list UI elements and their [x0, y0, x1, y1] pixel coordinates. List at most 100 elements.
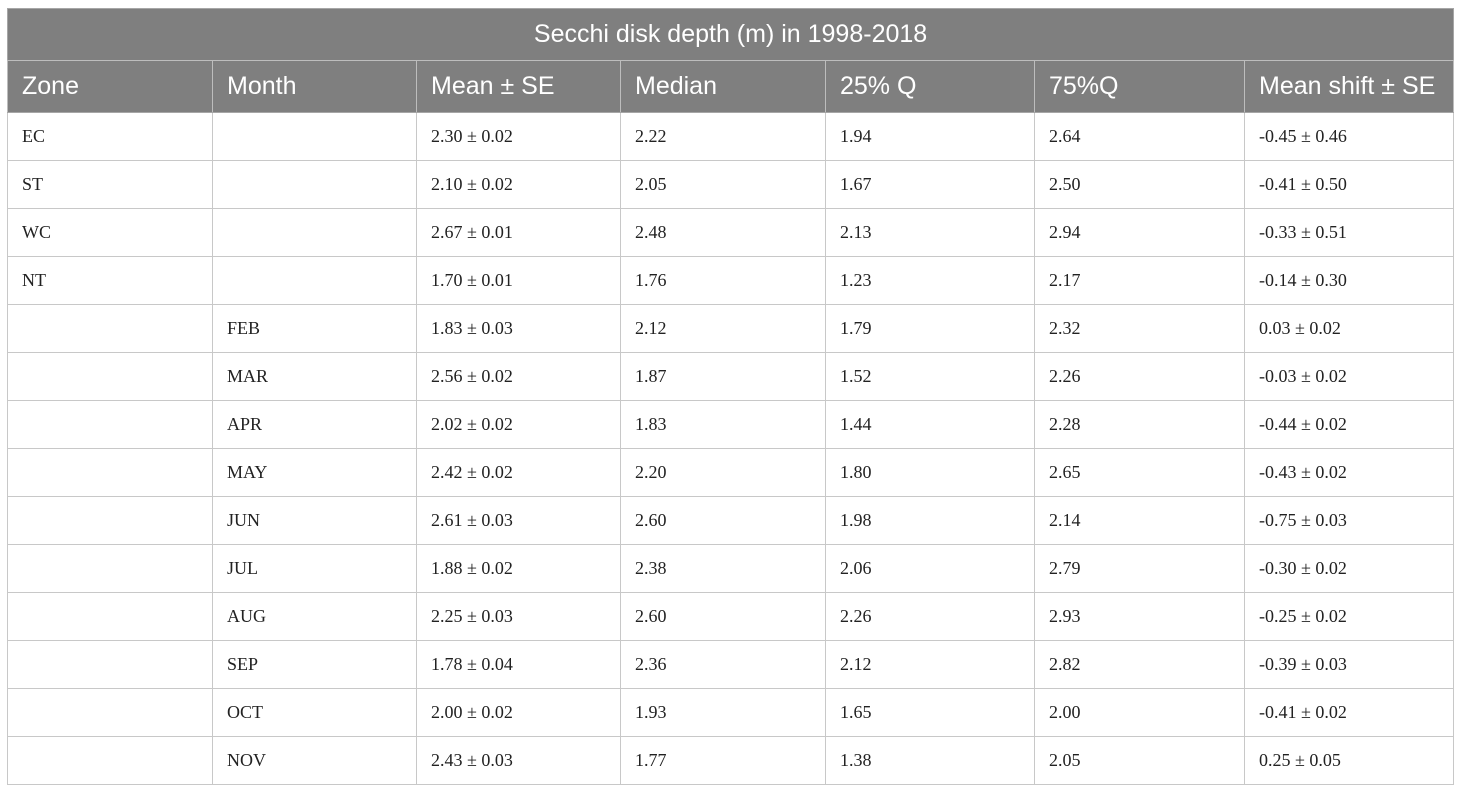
- cell-q75: 2.14: [1034, 496, 1245, 545]
- cell-month: JUL: [212, 544, 417, 593]
- cell-month: MAR: [212, 352, 417, 401]
- cell-q25: 2.13: [825, 208, 1035, 257]
- cell-zone: [7, 688, 213, 737]
- cell-month: SEP: [212, 640, 417, 689]
- cell-zone: [7, 736, 213, 785]
- table-row: APR 2.02 ± 0.02 1.83 1.44 2.28 -0.44 ± 0…: [7, 400, 1455, 449]
- cell-zone: [7, 640, 213, 689]
- table-row: JUN 2.61 ± 0.03 2.60 1.98 2.14 -0.75 ± 0…: [7, 496, 1455, 545]
- cell-q25: 2.06: [825, 544, 1035, 593]
- cell-month: MAY: [212, 448, 417, 497]
- cell-mean-se: 2.43 ± 0.03: [416, 736, 621, 785]
- data-table-container: Secchi disk depth (m) in 1998-2018 Zone …: [6, 8, 1455, 785]
- cell-median: 2.48: [620, 208, 826, 257]
- cell-q25: 1.44: [825, 400, 1035, 449]
- cell-mean-se: 2.61 ± 0.03: [416, 496, 621, 545]
- cell-median: 2.22: [620, 112, 826, 161]
- cell-mean-se: 2.42 ± 0.02: [416, 448, 621, 497]
- cell-mean-shift: -0.75 ± 0.03: [1243, 496, 1455, 545]
- cell-mean-se: 1.70 ± 0.01: [416, 256, 621, 305]
- cell-q75: 2.93: [1034, 592, 1245, 641]
- cell-q75: 2.28: [1034, 400, 1245, 449]
- cell-median: 1.87: [620, 352, 826, 401]
- cell-median: 1.76: [620, 256, 826, 305]
- cell-mean-shift: 0.25 ± 0.05: [1243, 736, 1455, 785]
- cell-mean-se: 1.78 ± 0.04: [416, 640, 621, 689]
- cell-q25: 2.26: [825, 592, 1035, 641]
- table-row: WC 2.67 ± 0.01 2.48 2.13 2.94 -0.33 ± 0.…: [7, 208, 1455, 257]
- cell-mean-shift: -0.41 ± 0.02: [1243, 688, 1455, 737]
- cell-median: 2.60: [620, 496, 826, 545]
- table-row: OCT 2.00 ± 0.02 1.93 1.65 2.00 -0.41 ± 0…: [7, 688, 1455, 737]
- cell-q75: 2.65: [1034, 448, 1245, 497]
- cell-zone: ST: [7, 160, 213, 209]
- table-row: EC 2.30 ± 0.02 2.22 1.94 2.64 -0.45 ± 0.…: [7, 112, 1455, 161]
- cell-q75: 2.17: [1034, 256, 1245, 305]
- cell-q25: 1.80: [825, 448, 1035, 497]
- cell-mean-se: 2.56 ± 0.02: [416, 352, 621, 401]
- caption-row: Secchi disk depth (m) in 1998-2018: [6, 8, 1455, 61]
- cell-median: 2.12: [620, 304, 826, 353]
- cell-mean-se: 2.25 ± 0.03: [416, 592, 621, 641]
- cell-q25: 1.79: [825, 304, 1035, 353]
- column-header-mean-shift: Mean shift ± SE: [1243, 60, 1455, 113]
- cell-q25: 1.65: [825, 688, 1035, 737]
- cell-median: 2.05: [620, 160, 826, 209]
- cell-median: 1.83: [620, 400, 826, 449]
- cell-month: NOV: [212, 736, 417, 785]
- cell-zone: EC: [7, 112, 213, 161]
- secchi-depth-table: Secchi disk depth (m) in 1998-2018 Zone …: [6, 8, 1455, 785]
- cell-mean-shift: -0.33 ± 0.51: [1243, 208, 1455, 257]
- cell-median: 2.36: [620, 640, 826, 689]
- column-header-zone: Zone: [7, 60, 213, 113]
- cell-zone: [7, 352, 213, 401]
- cell-q75: 2.94: [1034, 208, 1245, 257]
- cell-q75: 2.79: [1034, 544, 1245, 593]
- cell-q75: 2.64: [1034, 112, 1245, 161]
- cell-q25: 2.12: [825, 640, 1035, 689]
- cell-month: AUG: [212, 592, 417, 641]
- column-header-month: Month: [212, 60, 417, 113]
- cell-zone: [7, 448, 213, 497]
- cell-median: 1.93: [620, 688, 826, 737]
- cell-q25: 1.67: [825, 160, 1035, 209]
- table-row: JUL 1.88 ± 0.02 2.38 2.06 2.79 -0.30 ± 0…: [7, 544, 1455, 593]
- cell-zone: NT: [7, 256, 213, 305]
- header-row: Zone Month Mean ± SE Median 25% Q 75%Q M…: [7, 60, 1455, 113]
- table-caption: Secchi disk depth (m) in 1998-2018: [6, 8, 1455, 61]
- table-row: MAR 2.56 ± 0.02 1.87 1.52 2.26 -0.03 ± 0…: [7, 352, 1455, 401]
- column-header-median: Median: [620, 60, 826, 113]
- cell-mean-se: 2.30 ± 0.02: [416, 112, 621, 161]
- cell-median: 1.77: [620, 736, 826, 785]
- cell-zone: [7, 592, 213, 641]
- cell-mean-shift: -0.41 ± 0.50: [1243, 160, 1455, 209]
- cell-month: OCT: [212, 688, 417, 737]
- cell-mean-se: 2.02 ± 0.02: [416, 400, 621, 449]
- cell-mean-shift: -0.45 ± 0.46: [1243, 112, 1455, 161]
- cell-mean-shift: -0.39 ± 0.03: [1243, 640, 1455, 689]
- cell-q75: 2.50: [1034, 160, 1245, 209]
- cell-mean-se: 2.00 ± 0.02: [416, 688, 621, 737]
- table-row: AUG 2.25 ± 0.03 2.60 2.26 2.93 -0.25 ± 0…: [7, 592, 1455, 641]
- cell-month: [212, 160, 417, 209]
- cell-mean-se: 1.83 ± 0.03: [416, 304, 621, 353]
- cell-q75: 2.05: [1034, 736, 1245, 785]
- cell-zone: [7, 544, 213, 593]
- cell-q25: 1.23: [825, 256, 1035, 305]
- table-row: FEB 1.83 ± 0.03 2.12 1.79 2.32 0.03 ± 0.…: [7, 304, 1455, 353]
- cell-zone: [7, 400, 213, 449]
- cell-q25: 1.98: [825, 496, 1035, 545]
- cell-mean-shift: -0.44 ± 0.02: [1243, 400, 1455, 449]
- cell-q25: 1.38: [825, 736, 1035, 785]
- cell-month: APR: [212, 400, 417, 449]
- cell-zone: [7, 304, 213, 353]
- cell-median: 2.38: [620, 544, 826, 593]
- cell-mean-se: 2.10 ± 0.02: [416, 160, 621, 209]
- cell-q75: 2.00: [1034, 688, 1245, 737]
- cell-q75: 2.32: [1034, 304, 1245, 353]
- cell-q25: 1.94: [825, 112, 1035, 161]
- column-header-q75: 75%Q: [1034, 60, 1245, 113]
- table-row: ST 2.10 ± 0.02 2.05 1.67 2.50 -0.41 ± 0.…: [7, 160, 1455, 209]
- column-header-mean-se: Mean ± SE: [416, 60, 621, 113]
- cell-q75: 2.82: [1034, 640, 1245, 689]
